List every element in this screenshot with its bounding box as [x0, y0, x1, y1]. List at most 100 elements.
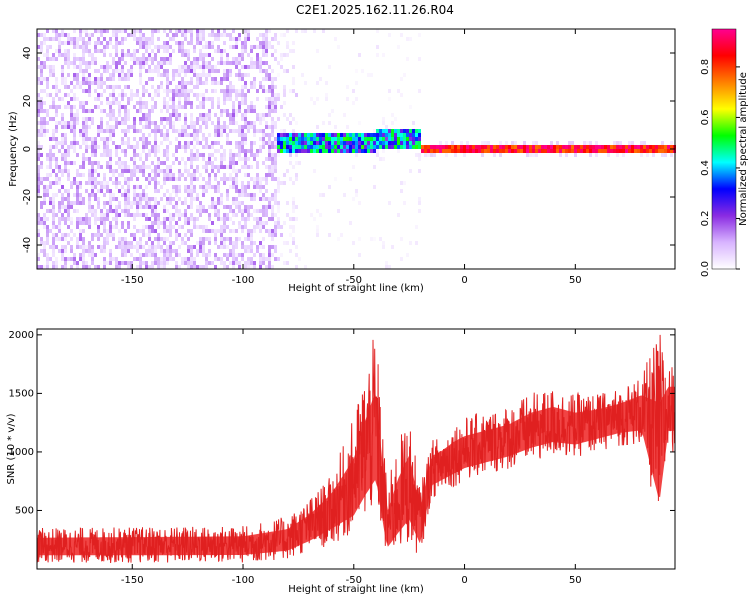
heatmap-cell — [52, 221, 55, 225]
heatmap-cell — [148, 225, 151, 229]
heatmap-cell — [226, 133, 229, 137]
heatmap-cell — [262, 185, 265, 189]
heatmap-cell — [133, 157, 136, 161]
heatmap-cell — [289, 217, 292, 221]
heatmap-cell — [73, 201, 76, 205]
heatmap-cell — [247, 73, 250, 77]
heatmap-cell — [193, 69, 196, 73]
heatmap-cell — [379, 133, 382, 137]
heatmap-cell — [448, 149, 451, 153]
heatmap-cell — [235, 261, 238, 265]
heatmap-cell — [376, 133, 379, 137]
heatmap-cell — [331, 149, 334, 153]
heatmap-cell — [169, 257, 172, 261]
heatmap-cell — [250, 109, 253, 113]
heatmap-cell — [64, 153, 67, 157]
heatmap-cell — [241, 257, 244, 261]
heatmap-cell — [259, 181, 262, 185]
heatmap-cell — [85, 49, 88, 53]
heatmap-cell — [205, 137, 208, 141]
heatmap-cell — [196, 137, 199, 141]
heatmap-cell — [187, 265, 190, 269]
heatmap-cell — [265, 133, 268, 137]
heatmap-cell — [214, 149, 217, 153]
heatmap-cell — [412, 141, 415, 145]
heatmap-cell — [400, 93, 403, 97]
heatmap-cell — [256, 65, 259, 69]
heatmap-cell — [235, 237, 238, 241]
heatmap-cell — [235, 253, 238, 257]
heatmap-cell — [190, 213, 193, 217]
heatmap-cell — [223, 221, 226, 225]
heatmap-cell — [145, 145, 148, 149]
heatmap-cell — [214, 185, 217, 189]
heatmap-cell — [184, 105, 187, 109]
heatmap-cell — [109, 129, 112, 133]
heatmap-cell — [121, 245, 124, 249]
heatmap-cell — [127, 209, 130, 213]
heatmap-cell — [103, 81, 106, 85]
heatmap-cell — [310, 133, 313, 137]
heatmap-cell — [301, 29, 304, 33]
heatmap-cell — [85, 61, 88, 65]
heatmap-cell — [208, 153, 211, 157]
heatmap-cell — [286, 117, 289, 121]
heatmap-cell — [82, 257, 85, 261]
heatmap-cell — [247, 217, 250, 221]
heatmap-cell — [52, 117, 55, 121]
heatmap-cell — [100, 129, 103, 133]
heatmap-cell — [139, 109, 142, 113]
heatmap-cell — [292, 225, 295, 229]
heatmap-cell — [154, 249, 157, 253]
heatmap-cell — [160, 221, 163, 225]
heatmap-cell — [79, 101, 82, 105]
heatmap-cell — [163, 265, 166, 269]
heatmap-cell — [247, 37, 250, 41]
heatmap-cell — [244, 185, 247, 189]
heatmap-cell — [115, 65, 118, 69]
heatmap-cell — [229, 209, 232, 213]
heatmap-cell — [49, 209, 52, 213]
heatmap-cell — [187, 185, 190, 189]
heatmap-cell — [64, 157, 67, 161]
heatmap-cell — [97, 233, 100, 237]
heatmap-cell — [259, 85, 262, 89]
heatmap-cell — [355, 69, 358, 73]
heatmap-cell — [73, 253, 76, 257]
heatmap-cell — [64, 209, 67, 213]
heatmap-cell — [241, 157, 244, 161]
heatmap-cell — [55, 33, 58, 37]
heatmap-cell — [181, 33, 184, 37]
heatmap-cell — [166, 197, 169, 201]
heatmap-cell — [295, 153, 298, 157]
heatmap-cell — [439, 149, 442, 153]
heatmap-cell — [547, 145, 550, 149]
y-tick-label: -40 — [22, 237, 33, 253]
heatmap-cell — [190, 181, 193, 185]
heatmap-cell — [559, 153, 562, 157]
heatmap-cell — [178, 141, 181, 145]
heatmap-cell — [313, 149, 316, 153]
heatmap-cell — [43, 101, 46, 105]
heatmap-cell — [184, 141, 187, 145]
heatmap-cell — [43, 129, 46, 133]
heatmap-cell — [37, 229, 40, 233]
heatmap-cell — [91, 249, 94, 253]
heatmap-cell — [427, 145, 430, 149]
heatmap-cell — [76, 73, 79, 77]
heatmap-cell — [541, 149, 544, 153]
heatmap-cell — [244, 45, 247, 49]
heatmap-cell — [106, 129, 109, 133]
heatmap-cell — [82, 101, 85, 105]
heatmap-cell — [148, 153, 151, 157]
heatmap-cell — [94, 169, 97, 173]
heatmap-cell — [211, 97, 214, 101]
heatmap-cell — [112, 193, 115, 197]
heatmap-cell — [277, 189, 280, 193]
heatmap-cell — [226, 197, 229, 201]
heatmap-cell — [118, 109, 121, 113]
heatmap-cell — [145, 177, 148, 181]
heatmap-cell — [442, 149, 445, 153]
heatmap-cell — [205, 77, 208, 81]
heatmap-cell — [202, 193, 205, 197]
